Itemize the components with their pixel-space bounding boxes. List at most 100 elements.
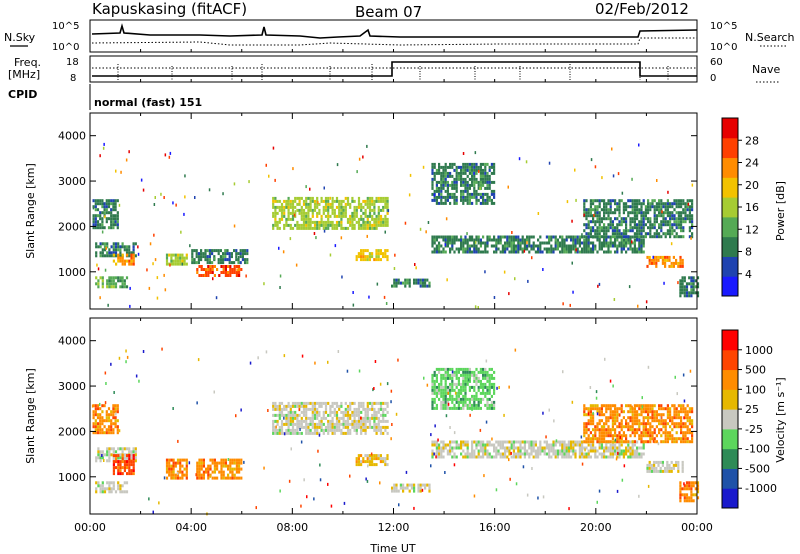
velocity-cell <box>179 470 182 474</box>
velocity-cell <box>235 461 238 465</box>
power-cell <box>570 250 573 254</box>
velocity-cell <box>205 470 208 474</box>
velocity-cell <box>534 449 537 453</box>
power-cell <box>322 205 325 209</box>
power-cell <box>660 223 663 227</box>
velocity-cell <box>611 419 614 423</box>
power-cell <box>357 202 361 206</box>
power-cell <box>176 259 180 263</box>
power-cell <box>640 205 643 209</box>
velocity-cell <box>274 419 277 423</box>
velocity-cell <box>107 419 111 423</box>
velocity-cell <box>631 455 634 459</box>
power-cell <box>174 256 177 260</box>
velocity-cell <box>592 446 595 450</box>
velocity-cell <box>213 470 216 474</box>
velocity-cell <box>438 443 441 447</box>
velocity-cell <box>636 440 639 444</box>
velocity-cell <box>115 460 118 464</box>
power-cell <box>309 202 312 206</box>
power-cell <box>92 199 95 203</box>
power-cell <box>600 235 603 239</box>
power-cell <box>493 244 496 248</box>
velocity-cell <box>324 404 328 408</box>
velocity-cell <box>398 503 400 507</box>
velocity-cell <box>291 404 295 408</box>
velocity-cell <box>453 446 456 450</box>
velocity-cell <box>682 425 685 429</box>
velocity-cell <box>694 481 697 485</box>
power-cell <box>598 199 601 203</box>
power-cell <box>442 247 445 251</box>
power-cell <box>521 250 524 254</box>
power-cell <box>170 256 173 260</box>
power-cell <box>464 186 467 190</box>
power-cell <box>435 189 438 193</box>
velocity-cell <box>530 443 533 447</box>
velocity-cell <box>605 434 608 438</box>
power-cell <box>351 211 354 215</box>
velocity-cell <box>300 431 303 435</box>
power-cell <box>322 220 325 224</box>
velocity-cell <box>627 455 630 459</box>
velocity-cell <box>227 458 230 461</box>
power-cell <box>484 162 487 166</box>
velocity-cell <box>646 463 649 467</box>
velocity-cell <box>431 443 434 447</box>
velocity-cell <box>673 416 676 420</box>
velocity-cell <box>479 370 482 374</box>
velocity-cell <box>674 375 676 379</box>
velocity-cell <box>605 449 608 453</box>
velocity-cell <box>373 387 375 390</box>
velocity-cell <box>684 413 687 417</box>
power-cell <box>228 255 231 259</box>
power-cell <box>276 220 279 224</box>
velocity-cell <box>300 504 302 508</box>
power-cell <box>202 255 205 259</box>
power-cell <box>246 249 249 253</box>
velocity-cell <box>616 416 619 420</box>
power-cell <box>116 223 119 227</box>
power-cell <box>647 226 650 230</box>
power-cell <box>644 214 647 218</box>
velocity-cell <box>592 422 595 426</box>
velocity-cell <box>539 452 542 456</box>
velocity-cell <box>659 460 662 464</box>
power-cell <box>658 202 661 206</box>
velocity-cell <box>172 464 175 468</box>
power-cell <box>164 153 167 157</box>
power-cell <box>690 276 693 280</box>
velocity-cell <box>691 419 694 423</box>
power-cell <box>504 247 507 251</box>
velocity-cell <box>532 449 535 453</box>
power-cell <box>468 171 471 175</box>
velocity-cell <box>462 385 465 389</box>
velocity-cell <box>275 425 277 429</box>
velocity-cell <box>287 404 290 408</box>
velocity-cell <box>227 476 230 480</box>
power-cell <box>107 217 111 221</box>
power-cell <box>603 238 606 242</box>
power-cell <box>696 294 700 298</box>
power-cell <box>618 205 621 209</box>
power-cell <box>680 199 683 203</box>
velocity-cell <box>371 463 374 467</box>
power-cell <box>353 199 356 203</box>
velocity-cell <box>567 452 570 456</box>
power-cell <box>119 279 122 283</box>
velocity-cell <box>618 407 621 411</box>
power-cell <box>482 195 485 199</box>
power-cell <box>666 229 669 233</box>
power-cell <box>589 232 592 236</box>
power-cell <box>274 214 277 218</box>
power-cell <box>132 251 135 255</box>
velocity-cell <box>633 413 636 417</box>
velocity-cell <box>276 419 279 423</box>
velocity-cell <box>435 449 438 453</box>
power-cell <box>484 201 487 205</box>
power-cell <box>202 252 205 256</box>
power-cell <box>313 226 317 230</box>
velocity-cell <box>298 401 301 405</box>
power-cell <box>195 261 198 265</box>
velocity-cell <box>460 385 463 389</box>
